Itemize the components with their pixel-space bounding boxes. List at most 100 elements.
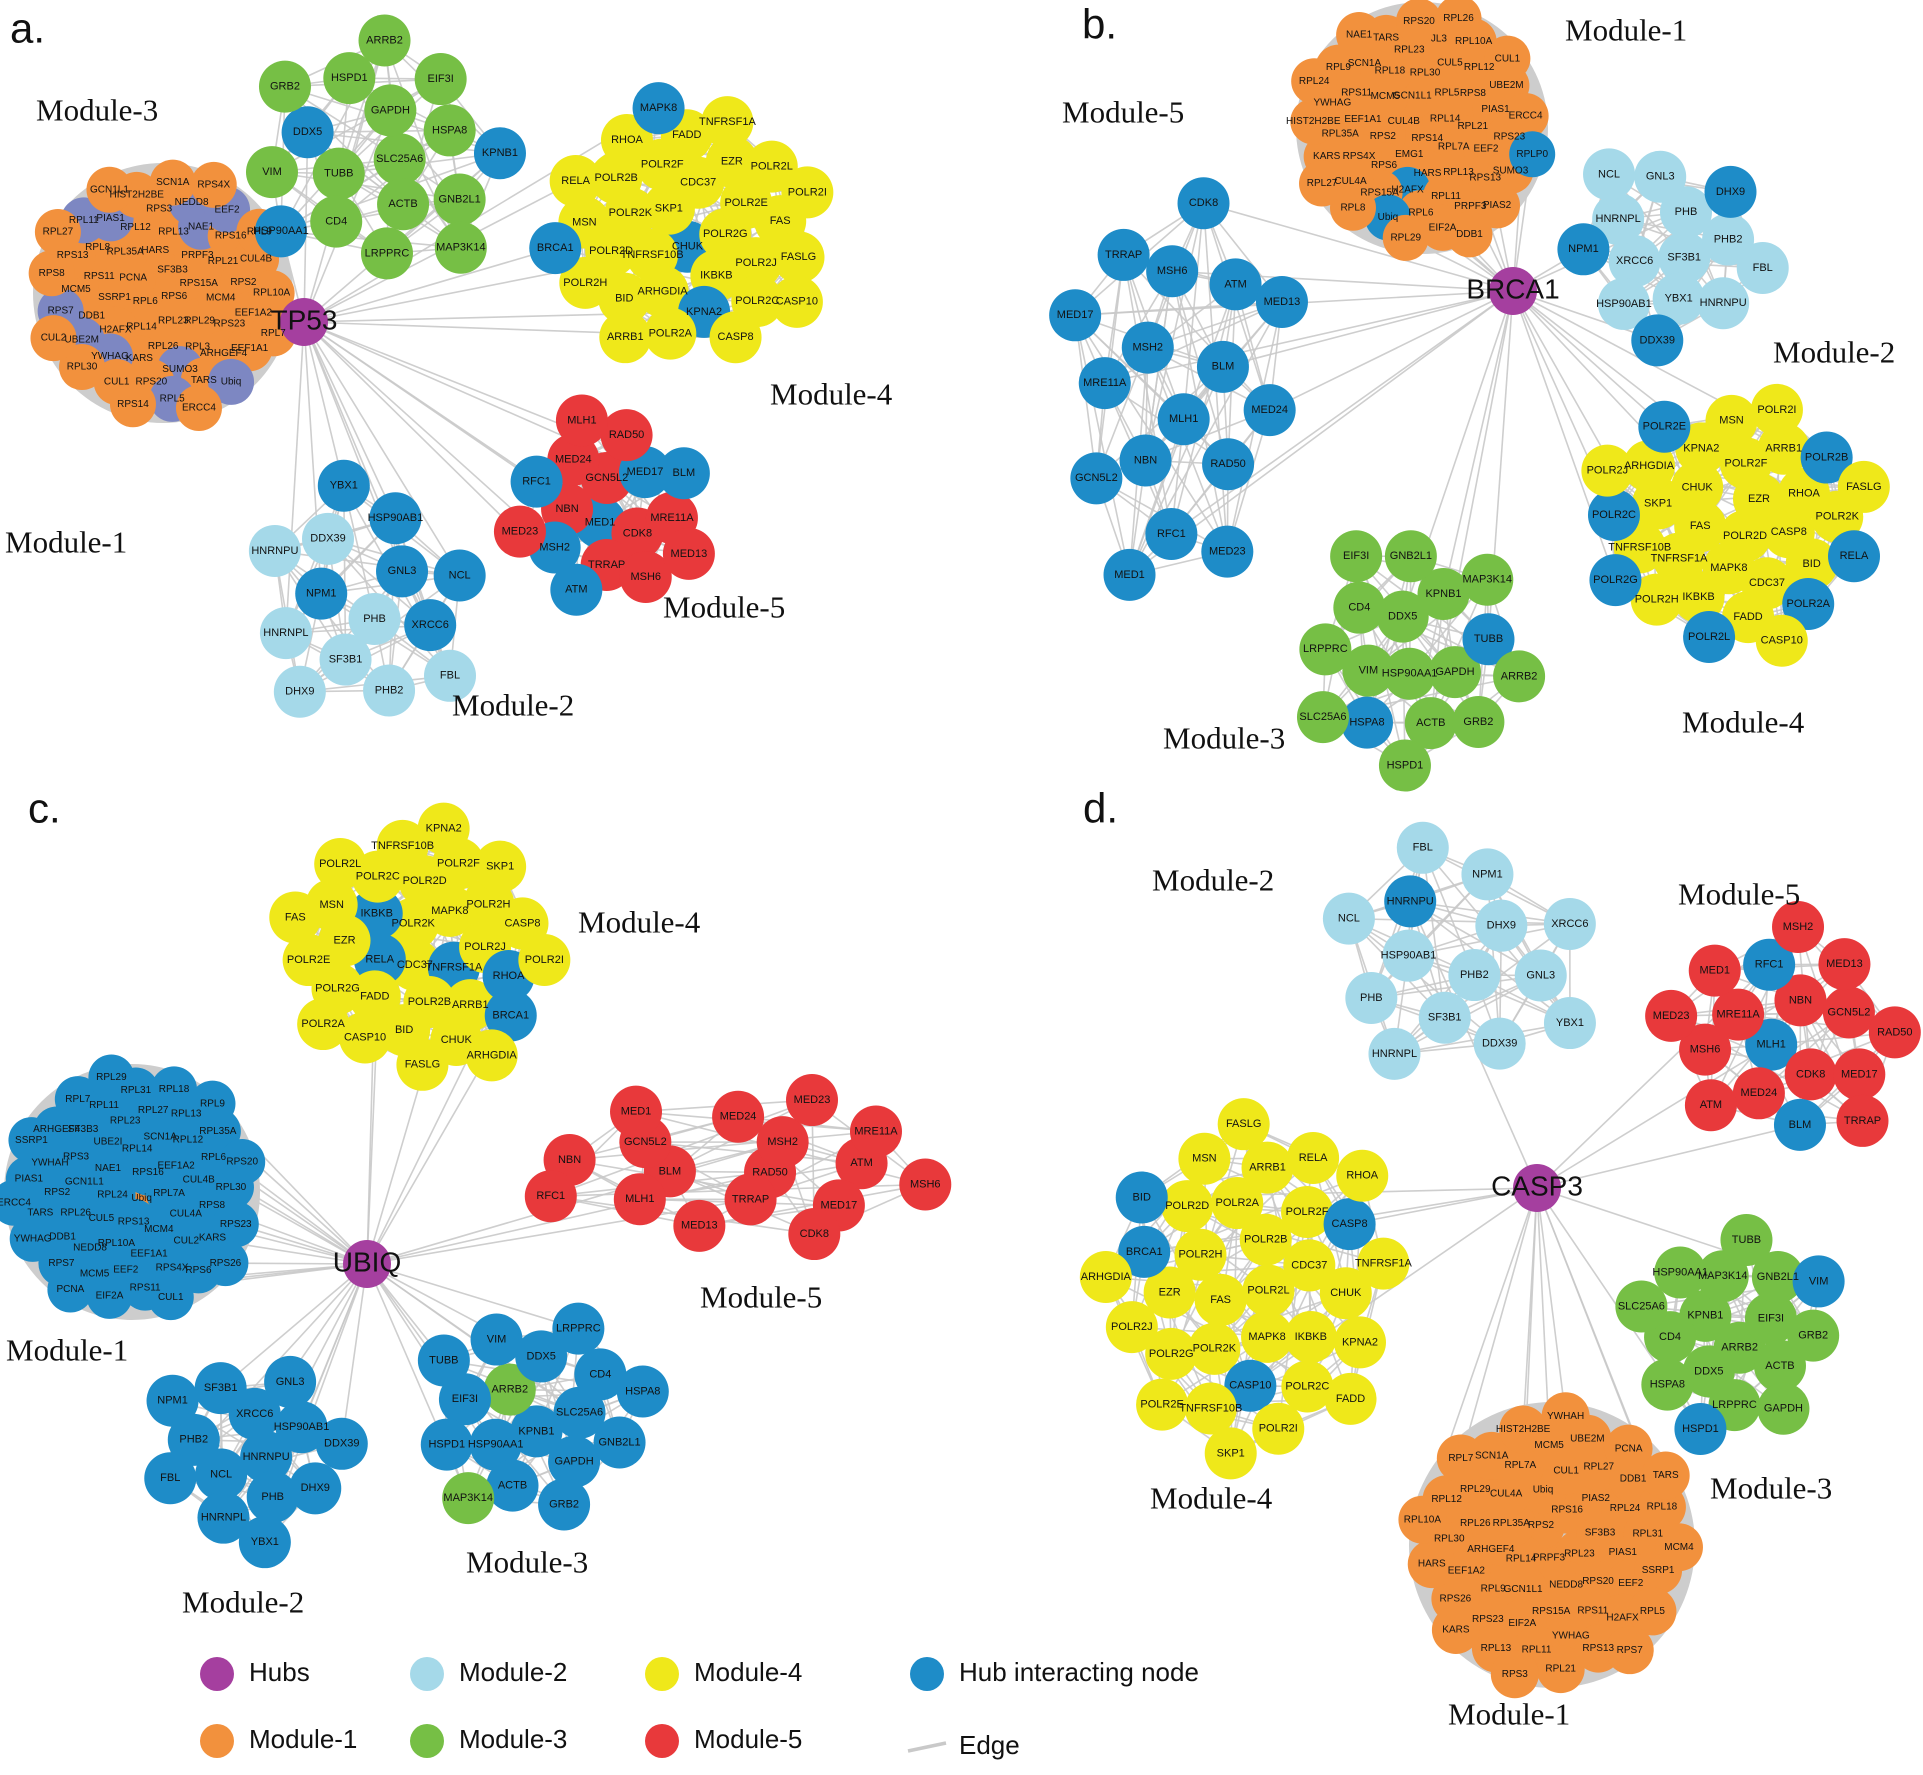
node-HSP90AA1 — [1383, 647, 1436, 700]
node-ATM — [550, 563, 603, 616]
node-KARS — [1431, 1605, 1480, 1654]
node-POLR2J — [1105, 1301, 1158, 1354]
node-HNRNPL — [197, 1491, 250, 1544]
node-POLR2B — [1239, 1213, 1292, 1266]
node-BRCA1 — [484, 989, 537, 1042]
node-GRB2 — [538, 1478, 591, 1531]
node-RAD50 — [1202, 438, 1255, 491]
module-label: Module-4 — [1150, 1480, 1273, 1515]
node-TARS — [1641, 1451, 1690, 1500]
node-MED13 — [1818, 938, 1871, 991]
edge — [1348, 917, 1570, 925]
node-BID — [598, 272, 651, 325]
edge — [366, 1263, 579, 1330]
node-MED13 — [662, 527, 715, 580]
node-RPL30 — [59, 344, 106, 391]
node-DDX5 — [281, 106, 334, 159]
node-CUL2 — [30, 315, 77, 362]
node-PCNA — [47, 1266, 94, 1313]
node-SSRP1 — [8, 1117, 55, 1164]
node-HSP90AB1 — [1597, 277, 1650, 330]
node-MED24 — [712, 1090, 765, 1143]
node-ERCC4 — [1502, 92, 1549, 139]
node-RPS23 — [212, 1201, 259, 1248]
legend-label: Module-2 — [459, 1657, 567, 1687]
node-MSH2 — [756, 1116, 809, 1169]
edge — [1123, 254, 1271, 411]
node-ERCC4 — [0, 1179, 37, 1226]
hub-node-CASP3 — [1513, 1164, 1561, 1212]
node-ACTB — [1404, 697, 1457, 750]
module-label: Module-2 — [182, 1584, 304, 1619]
edge — [285, 321, 305, 634]
node-MED17 — [1049, 289, 1102, 342]
node-POLR2K — [1188, 1322, 1241, 1375]
edge — [1536, 1044, 1772, 1189]
edge — [1366, 290, 1514, 723]
node-FBL — [1736, 241, 1789, 294]
node-CDK8 — [1177, 177, 1230, 230]
node-PHB2 — [1702, 213, 1755, 266]
node-BRCA1 — [529, 222, 582, 275]
node-MLH1 — [1745, 1018, 1798, 1071]
node-CASP10 — [770, 275, 823, 328]
node-POLR2H — [559, 256, 612, 309]
edge — [1536, 1187, 1567, 1417]
node-HIST2H2BE — [1290, 98, 1337, 145]
node-XRCC6 — [404, 599, 457, 652]
node-HNRNPU — [1384, 875, 1437, 928]
node-RHOA — [1336, 1149, 1389, 1202]
node-FASLG — [1217, 1098, 1270, 1151]
node-GCN1L1 — [86, 166, 133, 213]
node-BRCA1 — [1118, 1225, 1171, 1278]
node-MSH6 — [1679, 1023, 1732, 1076]
node-PHB — [246, 1470, 299, 1523]
node-TRRAP — [1097, 228, 1150, 281]
edge — [1074, 315, 1131, 576]
node-POLR2A — [1211, 1177, 1264, 1230]
node-TRRAP — [724, 1173, 777, 1226]
module-label: Module-5 — [1062, 94, 1184, 129]
node-FBL — [1396, 821, 1449, 874]
node-HSPA8 — [616, 1365, 669, 1418]
node-RPS8 — [28, 250, 75, 297]
node-RPL9 — [189, 1080, 236, 1127]
node-ATM — [1684, 1079, 1737, 1132]
node-BLM — [1196, 340, 1249, 393]
node-RPS20 — [219, 1139, 266, 1186]
node-PHB2 — [1448, 949, 1501, 1002]
node-TRRAP — [1836, 1094, 1889, 1147]
node-MSN — [1178, 1132, 1231, 1185]
node-CASP8 — [709, 311, 762, 364]
node-KPNB1 — [510, 1405, 563, 1458]
node-HSPD1 — [420, 1418, 473, 1471]
node-MED23 — [1645, 989, 1698, 1042]
edge — [340, 1263, 368, 1444]
node-MRE11A — [849, 1105, 902, 1158]
node-GNL3 — [1514, 949, 1567, 1002]
edge — [303, 321, 461, 576]
node-MED1 — [610, 1085, 663, 1138]
node-MCM4 — [1654, 1523, 1703, 1572]
node-EIF3I — [1744, 1292, 1797, 1345]
node-KPNA2 — [417, 802, 470, 855]
node-HSP90AB1 — [369, 492, 422, 545]
node-FASLG — [396, 1038, 449, 1091]
node-KPNA2 — [1333, 1316, 1386, 1369]
node-FAS — [1194, 1273, 1247, 1326]
node-EIF3I — [1330, 530, 1383, 583]
edge — [569, 1130, 877, 1161]
legend-label: Edge — [959, 1730, 1020, 1760]
node-MED24 — [1243, 384, 1296, 437]
node-YWHAG — [9, 1215, 56, 1262]
node-MSH6 — [899, 1158, 952, 1211]
node-CASP10 — [339, 1011, 392, 1064]
node-GAPDH — [1757, 1382, 1810, 1435]
node-MED1 — [1688, 944, 1741, 997]
node-POLR2D — [1161, 1180, 1214, 1233]
node-HSPA8 — [423, 104, 476, 157]
module-label: Module-1 — [1565, 12, 1687, 47]
node-POLR2I — [1750, 383, 1803, 436]
legend-swatch-module-3 — [410, 1724, 444, 1758]
node-RPL8 — [1329, 184, 1376, 231]
